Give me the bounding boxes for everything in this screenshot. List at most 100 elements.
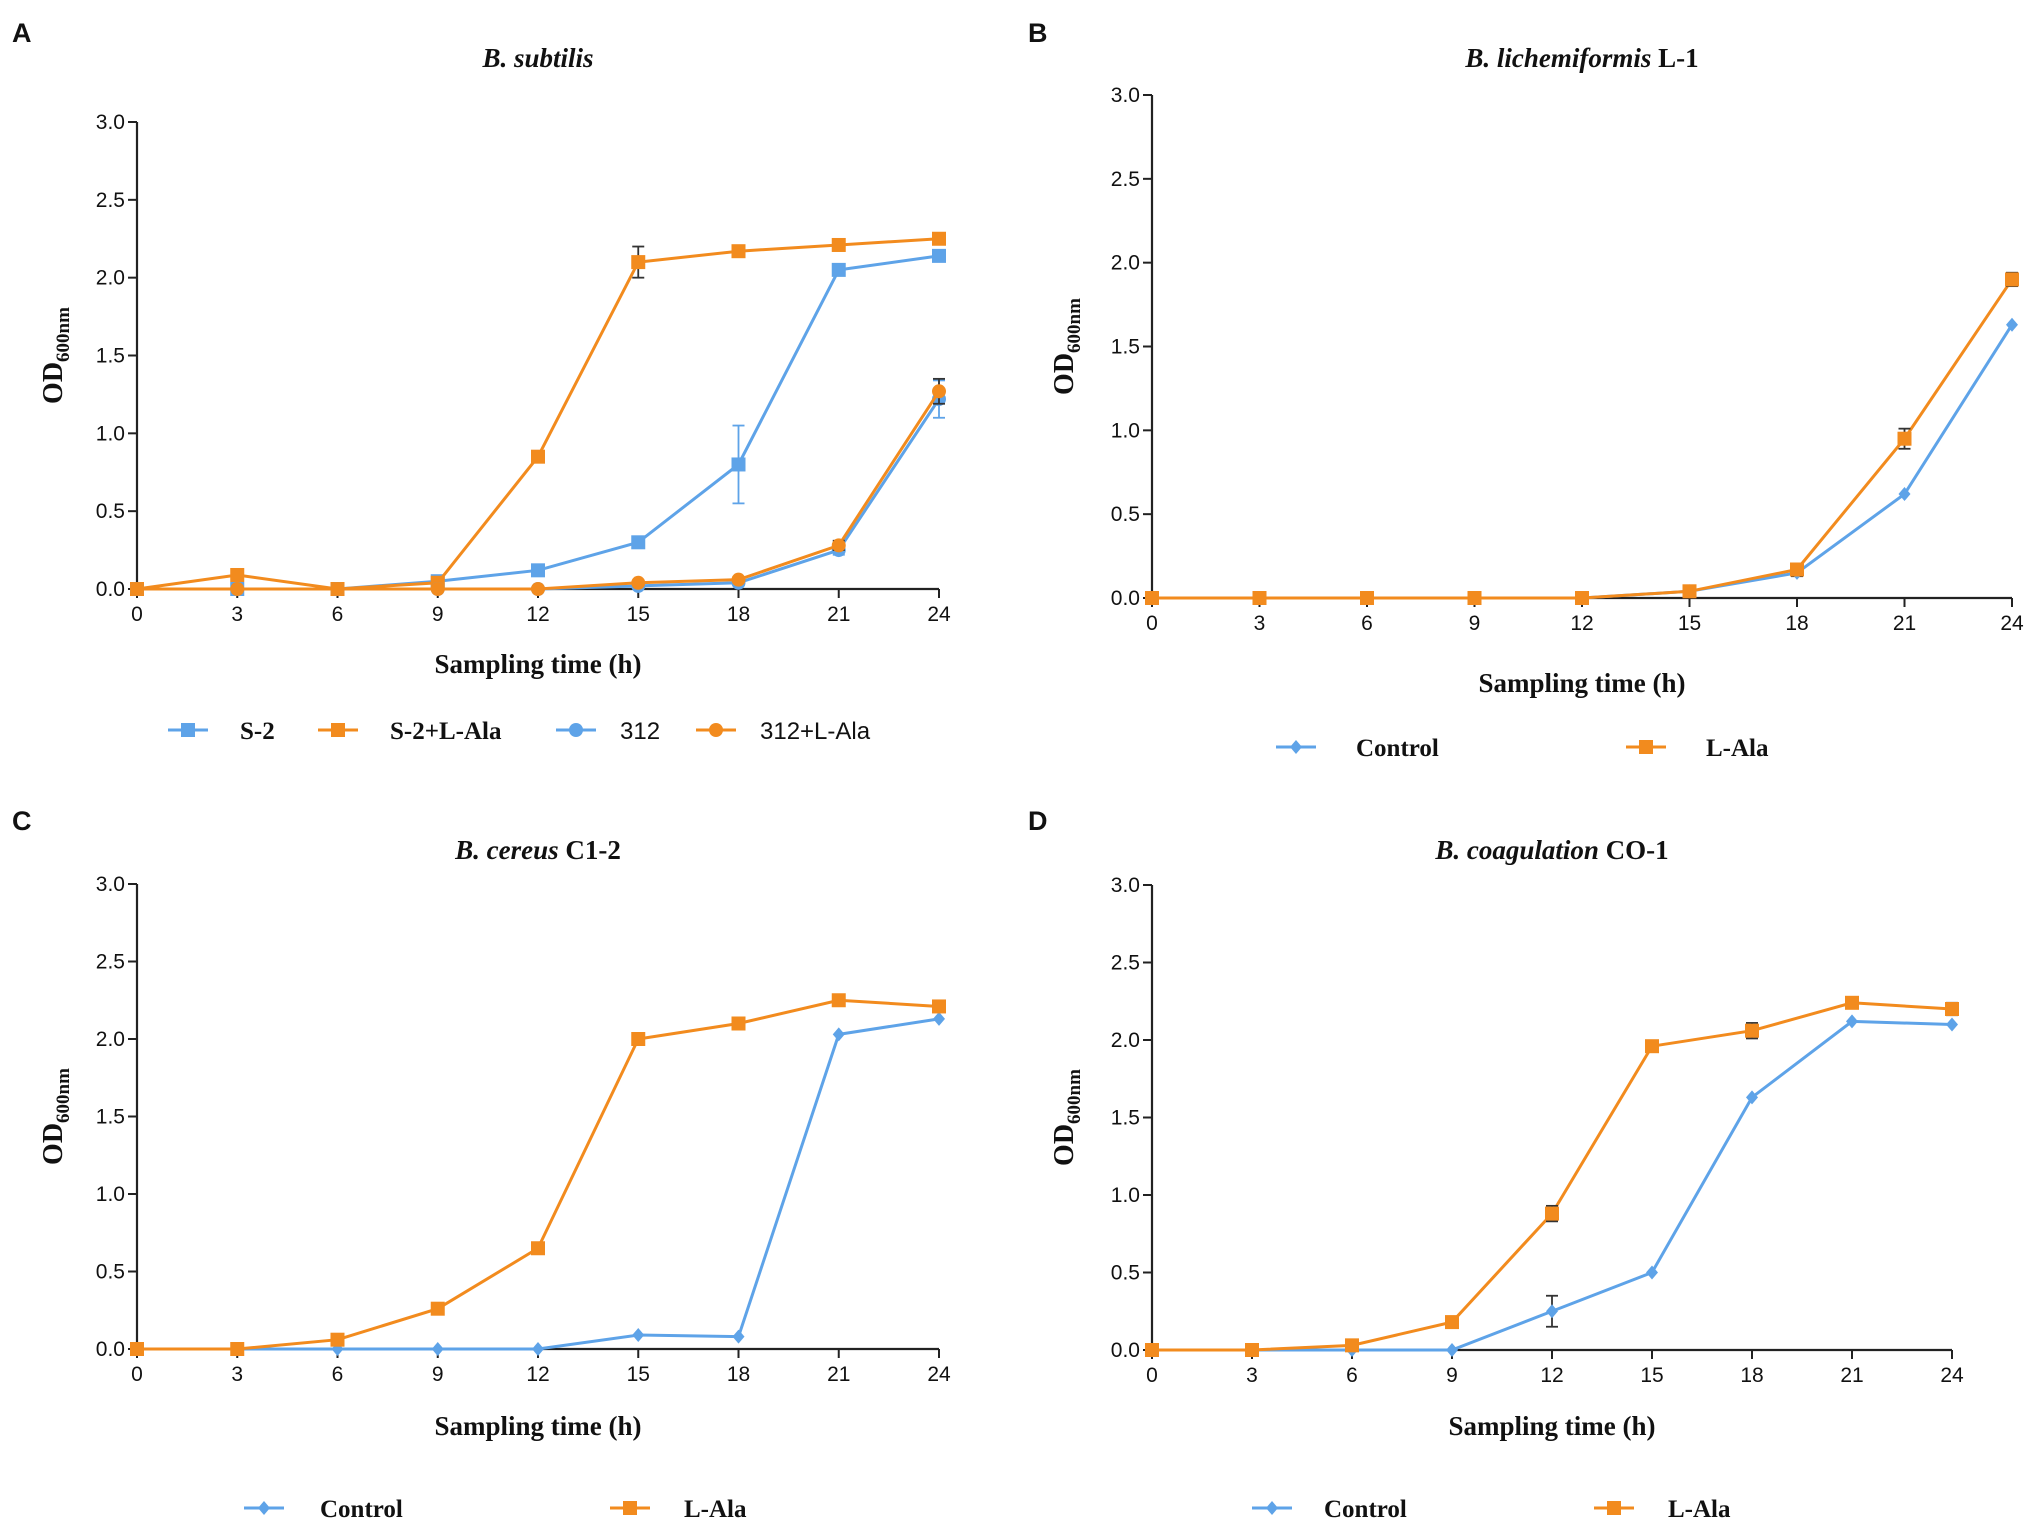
data-point [932,231,946,246]
y-axis-label-main: OD [1049,353,1080,395]
y-axis-label: OD600nm [38,307,74,404]
legend-item: L-Ala [1594,1496,1731,1521]
panel-letter: D [1028,806,1048,836]
x-axis-label: Sampling time (h) [434,1411,641,1441]
data-point [932,248,946,263]
y-axis-label-sub: 600nm [53,1068,74,1123]
data-point [1645,1039,1659,1054]
x-tick-label: 18 [727,603,750,626]
x-tick-label: 3 [231,1363,243,1386]
y-tick-label: 1.0 [1111,419,1140,442]
x-tick-label: 9 [432,603,444,626]
data-point [631,1032,646,1046]
y-tick-label: 0.0 [1111,1339,1140,1362]
x-tick-label: 9 [432,1363,444,1386]
data-point [130,582,144,596]
data-point [531,582,545,596]
x-tick-label: 3 [1254,612,1266,635]
legend-marker [1607,1501,1621,1515]
data-point [631,575,646,590]
data-point [1897,431,1912,446]
x-tick-label: 24 [927,603,951,626]
legend-item: 312+L-Ala [696,718,871,745]
data-point [631,535,646,550]
data-point [130,1342,144,1356]
y-tick-label: 2.0 [96,267,125,290]
x-tick-label: 24 [927,1363,951,1386]
data-point [831,262,846,277]
y-tick-label: 2.5 [96,189,125,212]
series-control [1146,1014,1958,1357]
y-tick-label: 0.5 [96,1261,125,1284]
data-point [632,1328,645,1343]
series-line [136,237,940,591]
legend-label: L-Ala [684,1496,747,1521]
x-tick-label: 24 [2000,612,2024,635]
legend-item: Control [1252,1496,1407,1521]
y-tick-label: 2.0 [1111,1029,1140,1052]
y-tick-label: 1.0 [1111,1184,1140,1207]
y-tick-label: 3.0 [1111,84,1140,107]
y-tick-label: 2.5 [96,951,125,974]
legend-marker [331,723,345,737]
legend-marker [709,723,723,737]
y-tick-label: 0.5 [1111,1262,1140,1285]
data-point [1898,487,1911,502]
data-point [531,1241,545,1256]
y-axis-label: OD600nm [1049,1069,1085,1166]
chart-title-italic: B. subtilis [481,43,593,73]
y-axis-label: OD600nm [1049,298,1085,395]
legend-marker [569,723,583,737]
data-point [731,244,746,259]
y-tick-label: 3.0 [1111,874,1140,897]
y-tick-label: 3.0 [96,111,125,134]
data-point [1467,591,1482,605]
series-l-ala [1145,995,1959,1357]
series-line [137,254,940,591]
series-line [1152,278,2014,600]
y-axis-label: OD600nm [38,1068,74,1165]
data-point [1790,562,1804,577]
x-tick-label: 15 [1678,612,1701,635]
data-point [1575,591,1589,605]
y-tick-label: 0.5 [1111,503,1140,526]
chart-title-italic: B. cereus [454,835,559,865]
y-tick-label: 2.0 [1111,252,1140,275]
data-point [1846,1014,1858,1029]
legend-marker [1266,1501,1278,1515]
chart-title: B. cereus C1-2 [454,835,621,865]
x-tick-label: 6 [1361,612,1373,635]
data-point [230,1342,245,1356]
y-tick-label: 0.0 [96,1338,125,1361]
data-point [731,1016,746,1031]
data-point [431,1342,444,1356]
chart-panel-b: B B. lichemiformis L-1 0.0 0.5 1.0 1.5 2.0 2.5 3… [1028,18,2024,762]
chart-title: B. subtilis [481,43,593,73]
x-tick-label: 21 [1840,1364,1863,1387]
data-point [631,255,646,270]
y-tick-label: 1.5 [96,1106,125,1129]
x-tick-label: 21 [1893,612,1916,635]
x-tick-label: 12 [526,603,549,626]
chart-title-rest: L-1 [1651,43,1698,73]
data-point [430,1301,445,1316]
legend-label: Control [1356,735,1439,762]
data-point [430,582,445,596]
data-point [1252,591,1267,605]
legend-label: S-2 [240,718,275,745]
y-tick-label: 1.0 [96,422,125,445]
data-point [1546,1304,1558,1319]
series-l-ala [1145,271,2019,605]
data-point [731,572,746,587]
x-tick-label: 18 [1785,612,1808,635]
y-axis-label-main: OD [38,362,69,404]
data-point [230,567,245,582]
data-point [932,384,946,399]
data-point [831,237,846,252]
data-point [1946,1017,1958,1032]
legend-item: L-Ala [1626,735,1769,762]
series-s-2-l-ala [130,231,946,596]
x-tick-label: 3 [1246,1364,1258,1387]
y-axis-label-sub: 600nm [1064,1069,1085,1124]
panel-letter: C [12,806,32,836]
